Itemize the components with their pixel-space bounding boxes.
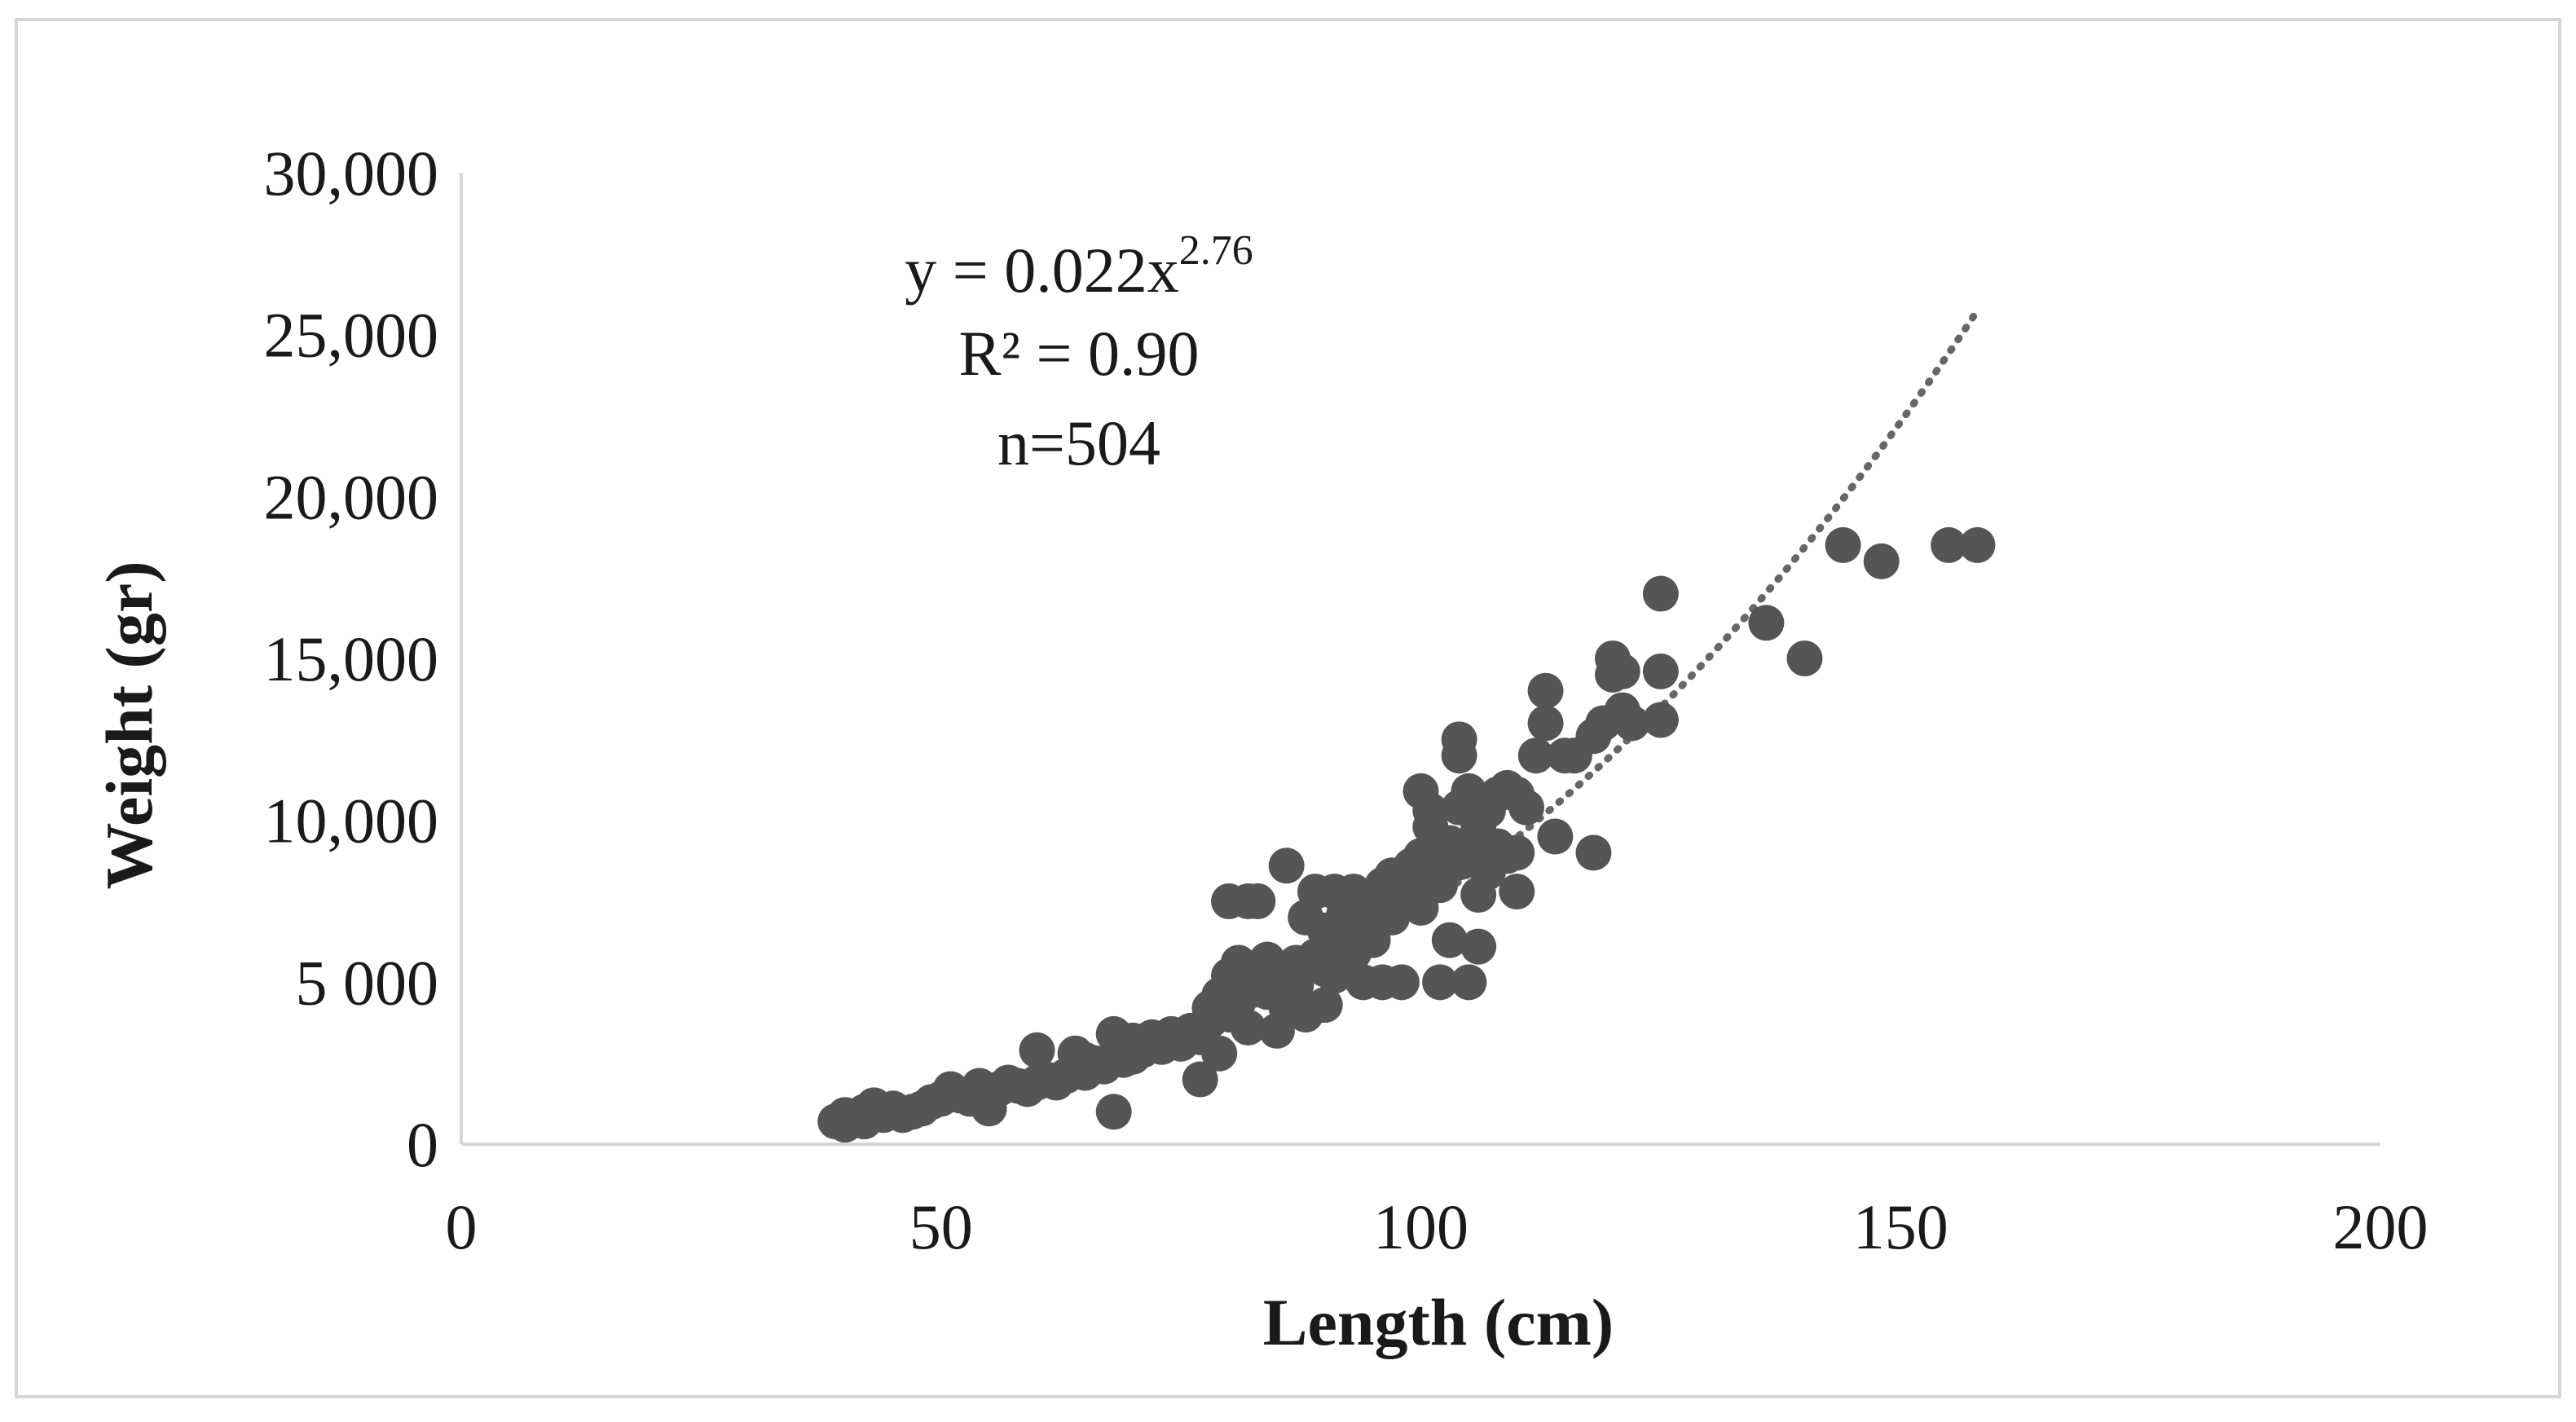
data-point [1508, 789, 1545, 825]
y-tick-label: 10,000 [264, 786, 439, 856]
data-point [1931, 526, 1967, 563]
x-tick-label: 150 [1853, 1191, 1949, 1262]
data-point [1268, 847, 1305, 884]
data-point [1642, 702, 1679, 738]
data-point [1642, 575, 1679, 612]
points-layer [817, 526, 1996, 1143]
x-tick-label: 50 [909, 1191, 973, 1262]
data-point [1460, 928, 1497, 965]
data-point [1642, 653, 1679, 689]
sample-size-label: n=504 [997, 407, 1160, 478]
data-point [1537, 818, 1574, 855]
y-tick-label: 25,000 [264, 300, 439, 371]
data-point [1306, 987, 1343, 1024]
chart-border [15, 18, 2561, 1398]
equation-base: y = 0.022x [905, 235, 1179, 306]
data-point [1019, 1032, 1055, 1068]
data-point [1422, 964, 1459, 1001]
data-point [1499, 874, 1535, 910]
data-point [1441, 721, 1477, 758]
data-point [1614, 705, 1650, 742]
x-tick-label: 100 [1373, 1191, 1469, 1262]
x-tick-label: 0 [446, 1191, 478, 1262]
data-point [1748, 605, 1785, 641]
data-point [1959, 526, 1996, 563]
data-point [1825, 526, 1861, 563]
data-point [1278, 967, 1314, 1004]
y-axis-title: Weight (gr) [92, 561, 166, 889]
y-tick-label: 30,000 [264, 138, 439, 209]
data-point [1863, 543, 1900, 579]
y-tick-label: 5 000 [296, 947, 439, 1018]
x-axis-title: Length (cm) [1263, 1285, 1614, 1359]
data-point [1517, 737, 1554, 774]
axes [460, 173, 2380, 1146]
data-point [1095, 1094, 1132, 1130]
y-tick-label: 20,000 [264, 461, 439, 532]
data-point [1230, 1009, 1266, 1046]
data-point [1527, 672, 1564, 709]
data-point [1383, 964, 1420, 1001]
y-tick-label: 0 [407, 1109, 438, 1180]
x-tick-label: 200 [2333, 1191, 2428, 1262]
data-point [1575, 834, 1612, 871]
data-point [1412, 792, 1449, 829]
trendline-annotation: y = 0.022x2.76 R² = 0.90 n=504 [905, 227, 1253, 478]
r-squared-label: R² = 0.90 [959, 318, 1200, 389]
data-point [1431, 922, 1468, 958]
data-point [1786, 641, 1823, 676]
tick-labels: 0 50 100 150 200 0 5 000 10,000 15,000 20,000 25,0… [264, 138, 2428, 1262]
data-point [1527, 705, 1564, 742]
data-point [1240, 883, 1276, 919]
equation-label: y = 0.022x2.76 [905, 227, 1253, 306]
data-point [1499, 834, 1535, 871]
data-point [1182, 1061, 1218, 1098]
data-point [1604, 653, 1640, 689]
data-point [1451, 964, 1487, 1001]
equation-exponent: 2.76 [1179, 227, 1253, 274]
data-point [1201, 1035, 1238, 1072]
y-tick-label: 15,000 [264, 623, 439, 694]
